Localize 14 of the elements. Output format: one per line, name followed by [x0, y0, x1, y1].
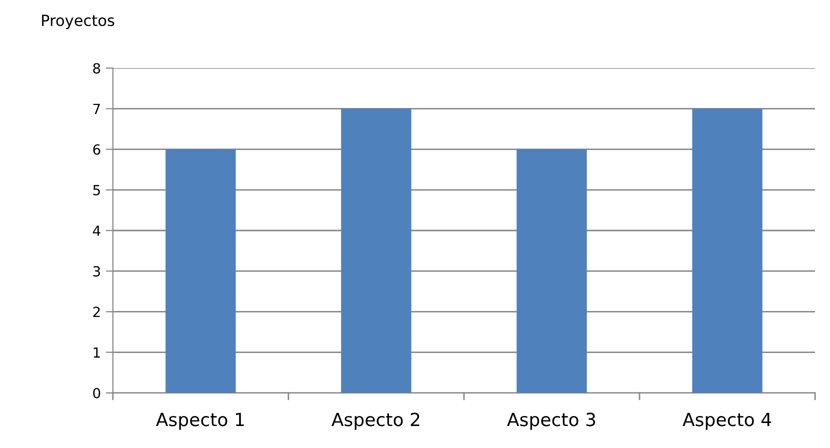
y-tick-label: 5 [93, 185, 100, 196]
y-tick-label: 7 [93, 104, 100, 114]
y-tick-label: 2 [93, 306, 100, 317]
y-tick-label: 8 [93, 63, 100, 74]
x-tick-label: Aspecto 4 [682, 412, 772, 430]
y-tick-label: 3 [93, 266, 100, 277]
y-tick-label: 4 [92, 226, 100, 236]
x-tick-label: Aspecto 2 [332, 412, 420, 430]
y-tick-label: 1 [94, 347, 100, 358]
y-axis-title: Proyectos [42, 14, 114, 30]
x-tick-label: Aspecto 1 [156, 412, 244, 430]
y-tick-label: 6 [93, 144, 100, 155]
y-tick-label: 0 [93, 388, 100, 398]
x-tick-label: Aspecto 3 [507, 412, 596, 430]
